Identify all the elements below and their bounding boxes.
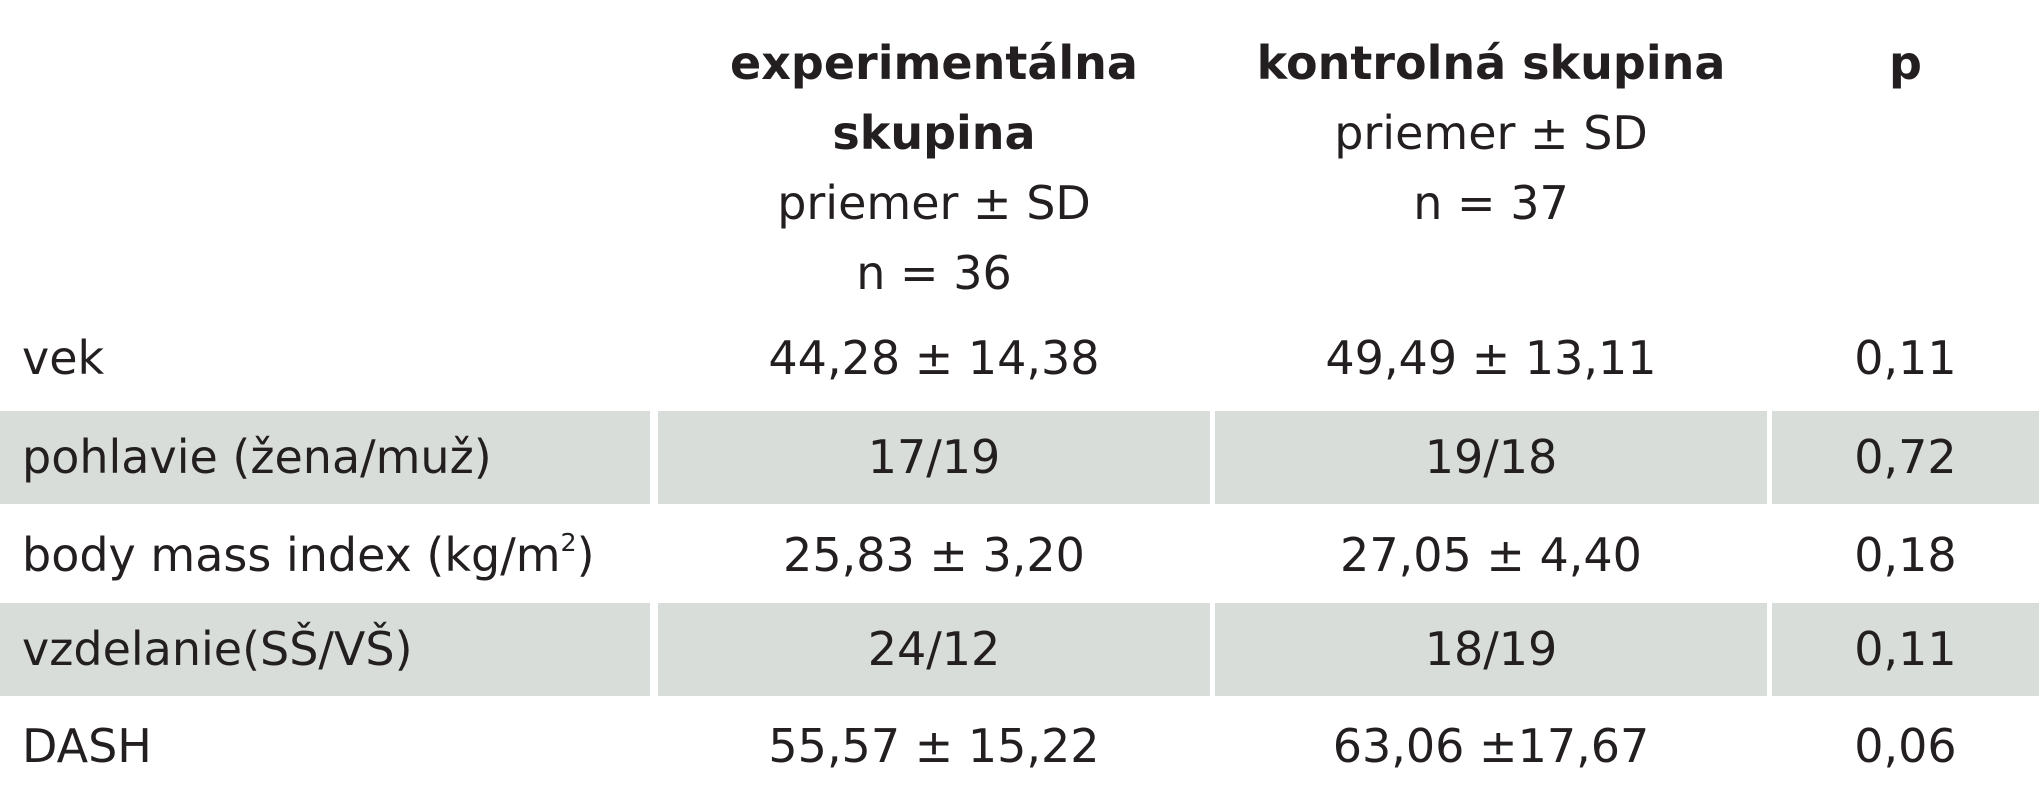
header-p-label: p [1889, 36, 1922, 90]
control-value: 49,49 ± 13,11 [1325, 331, 1657, 385]
row-label: vzdelanie(SŠ/VŠ) [0, 603, 650, 696]
table-row-bmi: body mass index (kg/m2) 25,83 ± 3,20 27,… [0, 509, 2039, 602]
table-row-age: vek 44,28 ± 14,38 49,49 ± 13,11 0,11 [0, 312, 2039, 405]
header-experimental-group: experimentálna skupina priemer ± SD n = … [658, 28, 1210, 308]
experimental-value: 24/12 [658, 603, 1210, 696]
header-p-value: p [1772, 28, 2039, 98]
row-label: vek [22, 331, 105, 385]
header-control-title: kontrolná skupina [1256, 36, 1726, 90]
p-value: 0,11 [1854, 331, 1957, 385]
control-value: 27,05 ± 4,40 [1340, 528, 1642, 582]
p-value: 0,11 [1772, 603, 2039, 696]
p-value: 0,18 [1854, 528, 1957, 582]
experimental-value: 25,83 ± 3,20 [783, 528, 1085, 582]
table-header: experimentálna skupina priemer ± SD n = … [0, 0, 2039, 312]
experimental-value: 44,28 ± 14,38 [768, 331, 1100, 385]
row-label: DASH [22, 719, 152, 773]
p-value: 0,06 [1854, 719, 1957, 773]
row-label: body mass index (kg/m2) [22, 527, 595, 582]
table-row-sex: pohlavie (žena/muž) 17/19 19/18 0,72 [0, 411, 2039, 504]
experimental-value: 17/19 [658, 411, 1210, 504]
header-experimental-title-line2: skupina [832, 106, 1036, 160]
header-experimental-title-line1: experimentálna [730, 36, 1138, 90]
header-control-stat: priemer ± SD [1334, 106, 1648, 160]
table-row-education: vzdelanie(SŠ/VŠ) 24/12 18/19 0,11 [0, 603, 2039, 696]
row-label: pohlavie (žena/muž) [0, 411, 650, 504]
experimental-value: 55,57 ± 15,22 [768, 719, 1100, 773]
superscript: 2 [560, 527, 577, 557]
p-value: 0,72 [1772, 411, 2039, 504]
control-value: 19/18 [1215, 411, 1767, 504]
table-row-dash: DASH 55,57 ± 15,22 63,06 ±17,67 0,06 [0, 700, 2039, 793]
header-control-group: kontrolná skupina priemer ± SD n = 37 [1215, 28, 1767, 238]
control-value: 18/19 [1215, 603, 1767, 696]
header-experimental-stat: priemer ± SD [777, 176, 1091, 230]
header-control-n: n = 37 [1413, 176, 1569, 230]
control-value: 63,06 ±17,67 [1332, 719, 1650, 773]
header-experimental-n: n = 36 [856, 246, 1012, 300]
